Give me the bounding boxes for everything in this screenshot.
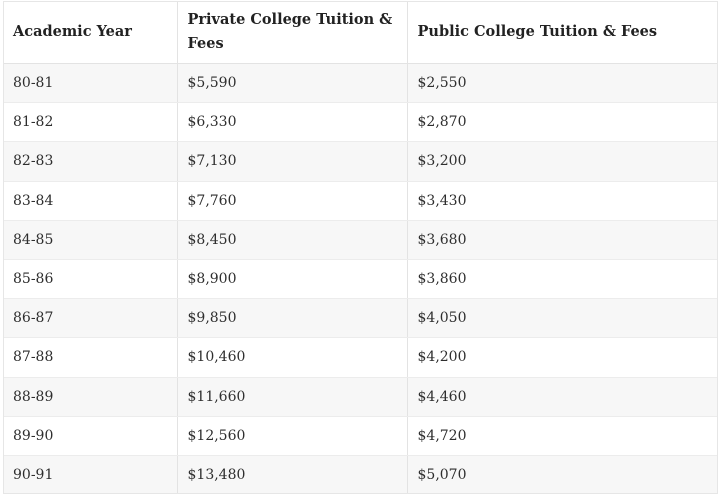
cell-private-tuition: $13,480 [177, 455, 408, 495]
cell-academic-year: 88-89 [3, 377, 178, 417]
cell-academic-year: 81-82 [3, 102, 178, 143]
cell-private-tuition: $11,660 [177, 377, 408, 417]
cell-public-tuition: $4,050 [407, 298, 717, 339]
cell-public-tuition: $2,550 [407, 63, 717, 104]
cell-private-tuition: $12,560 [177, 416, 408, 456]
header-academic-year: Academic Year [3, 1, 178, 64]
cell-academic-year: 80-81 [3, 63, 178, 104]
table-body: 80-81 $5,590 $2,550 81-82 $6,330 $2,870 … [3, 63, 717, 495]
cell-public-tuition: $4,460 [407, 377, 717, 417]
cell-academic-year: 82-83 [3, 141, 178, 182]
table-row: 80-81 $5,590 $2,550 [3, 63, 717, 104]
cell-academic-year: 86-87 [3, 298, 178, 339]
cell-private-tuition: $8,450 [177, 220, 408, 260]
cell-private-tuition: $7,760 [177, 181, 408, 221]
table-row: 89-90 $12,560 $4,720 [3, 416, 717, 456]
table-header: Academic Year Private College Tuition & … [3, 1, 717, 64]
cell-private-tuition: $6,330 [177, 102, 408, 143]
cell-public-tuition: $2,870 [407, 102, 717, 143]
cell-public-tuition: $4,200 [407, 337, 717, 378]
cell-academic-year: 84-85 [3, 220, 178, 260]
table-row: 84-85 $8,450 $3,680 [3, 220, 717, 260]
table-row: 88-89 $11,660 $4,460 [3, 377, 717, 417]
cell-private-tuition: $8,900 [177, 259, 408, 300]
table-row: 82-83 $7,130 $3,200 [3, 141, 717, 182]
cell-public-tuition: $3,860 [407, 259, 717, 300]
cell-private-tuition: $7,130 [177, 141, 408, 182]
cell-academic-year: 87-88 [3, 337, 178, 378]
table-row: 83-84 $7,760 $3,430 [3, 181, 717, 221]
cell-public-tuition: $3,430 [407, 181, 717, 221]
table-row: 81-82 $6,330 $2,870 [3, 102, 717, 143]
cell-academic-year: 89-90 [3, 416, 178, 456]
cell-private-tuition: $10,460 [177, 337, 408, 378]
header-public-tuition: Public College Tuition & Fees [407, 1, 717, 64]
table-row: 90-91 $13,480 $5,070 [3, 455, 717, 495]
cell-private-tuition: $5,590 [177, 63, 408, 104]
cell-public-tuition: $4,720 [407, 416, 717, 456]
cell-public-tuition: $5,070 [407, 455, 717, 495]
cell-public-tuition: $3,200 [407, 141, 717, 182]
cell-private-tuition: $9,850 [177, 298, 408, 339]
cell-academic-year: 83-84 [3, 181, 178, 221]
cell-academic-year: 85-86 [3, 259, 178, 300]
table-row: 85-86 $8,900 $3,860 [3, 259, 717, 300]
cell-academic-year: 90-91 [3, 455, 178, 495]
header-row: Academic Year Private College Tuition & … [3, 1, 717, 64]
table-row: 86-87 $9,850 $4,050 [3, 298, 717, 339]
header-private-tuition: Private College Tuition & Fees [177, 1, 408, 64]
cell-public-tuition: $3,680 [407, 220, 717, 260]
table-row: 87-88 $10,460 $4,200 [3, 337, 717, 378]
tuition-table: Academic Year Private College Tuition & … [3, 1, 717, 495]
